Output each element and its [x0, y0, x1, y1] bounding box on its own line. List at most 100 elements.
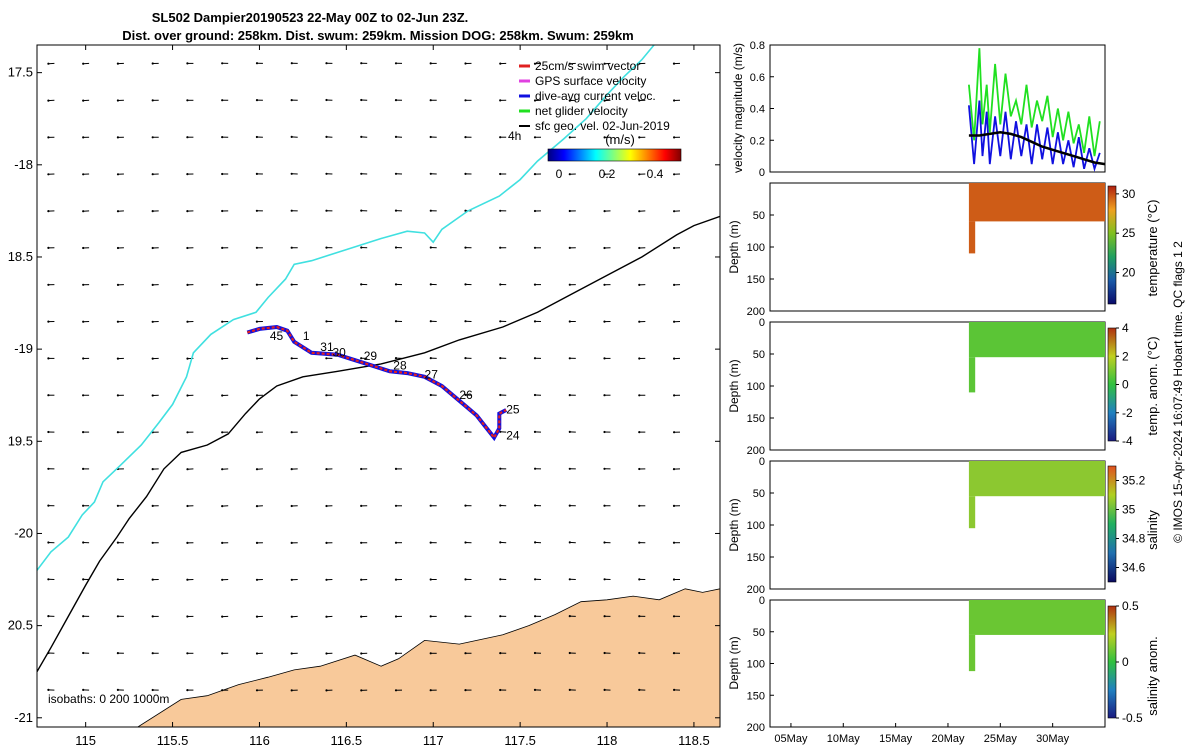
velocity-arrow-head [499, 504, 502, 507]
depth-ytick-label: 200 [747, 722, 765, 734]
map-x-axis: 115 115.5 116 116.5 117 117.5 118 118.5 [75, 45, 710, 748]
velocity-arrow-head [47, 688, 50, 692]
velocity-arrow-head [429, 99, 432, 102]
colorbar-tick-label: 34.8 [1122, 532, 1146, 546]
colorbar-tick-0: 0 [556, 167, 563, 181]
colorbar-tick-label: 34.6 [1122, 561, 1146, 575]
velocity-arrow-head [116, 688, 119, 692]
velocity-arrow-head [533, 283, 537, 286]
velocity-arrow-head [673, 246, 676, 250]
velocity-arrow-head [603, 688, 606, 692]
velocity-arrow-head [290, 431, 293, 434]
velocity-arrow-head [394, 393, 398, 397]
velocity-arrow-head [360, 394, 363, 397]
velocity-arrow-head [325, 394, 328, 397]
velocity-arrow-head [360, 541, 363, 544]
temp-anom-deep-column [968, 357, 976, 393]
velocity-arrow-head [255, 615, 259, 618]
velocity-arrow-head [255, 357, 259, 360]
velocity-arrow-head [533, 430, 537, 433]
velocity-arrow-head [464, 652, 467, 655]
track-label-6: 27 [425, 368, 439, 382]
velocity-arrow-head [255, 578, 259, 581]
depth-ytick-label: 100 [747, 659, 765, 671]
colorbar-corner-label: 4h [508, 129, 521, 143]
map-xtick-label: 116 [249, 733, 270, 748]
velocity-arrow-head [429, 393, 432, 397]
velocity-arrow-head [325, 98, 328, 102]
map-legend: 25cm/s swim vector GPS surface velocity … [519, 59, 670, 133]
velocity-ytick-label: 0.6 [750, 72, 765, 84]
surface-velocity-field [47, 62, 681, 692]
velocity-arrow-head [325, 357, 328, 360]
depth-ytick-label: 50 [753, 349, 765, 361]
velocity-arrow-head [82, 99, 85, 102]
velocity-arrow-head [603, 173, 606, 176]
velocity-arrow-head [499, 393, 502, 397]
velocity-arrow-head [603, 357, 606, 360]
legend-label-dive-avg: dive-avg current veloc. [535, 89, 656, 103]
velocity-arrow-head [603, 99, 606, 102]
velocity-arrow-head [360, 209, 363, 212]
velocity-arrow-head [186, 320, 189, 323]
colorbar-tick-2: 0.4 [647, 167, 664, 181]
velocity-arrow-head [603, 578, 606, 581]
velocity-arrow-head [47, 99, 50, 102]
velocity-arrow-head [290, 652, 293, 655]
salinity-colorbar-ticks: 34.6 34.8 35 35.2 [1116, 474, 1146, 575]
velocity-arrow-head [534, 578, 537, 581]
colorbar-gradient [547, 148, 682, 162]
velocity-arrow-head [568, 136, 571, 139]
legend-label-swim: 25cm/s swim vector [535, 59, 640, 73]
velocity-panel: 0 0.2 0.4 0.6 0.8 velocity magnitude (m/s) [731, 40, 1106, 179]
velocity-arrow-head [290, 689, 293, 692]
velocity-arrow-head [290, 99, 293, 102]
velocity-arrow-head [255, 283, 258, 286]
depth-ytick-label: 0 [759, 317, 765, 329]
velocity-arrow-head [394, 209, 398, 212]
velocity-arrow-head [603, 394, 606, 397]
velocity-arrow-head [221, 357, 224, 360]
velocity-arrow-head [464, 578, 467, 581]
legend-label-net: net glider velocity [535, 104, 628, 118]
velocity-arrow-head [360, 62, 363, 65]
velocity-arrow-head [116, 173, 120, 176]
salinity-clabel: salinity [1145, 510, 1160, 550]
date-xtick-label: 10May [827, 733, 861, 745]
velocity-arrow-head [221, 320, 224, 323]
velocity-arrow-head [568, 651, 571, 655]
velocity-arrow-head [325, 689, 328, 692]
velocity-arrow-head [534, 615, 537, 618]
velocity-arrow-head [221, 136, 224, 139]
colorbar-tick-label: 30 [1122, 187, 1136, 201]
velocity-arrow-head [360, 172, 363, 175]
map-xtick-label: 117.5 [504, 733, 536, 748]
velocity-arrow-head [255, 62, 259, 65]
velocity-arrow-head [47, 320, 50, 323]
salinity-field [968, 461, 1105, 497]
track-label-2: 31 [320, 340, 334, 354]
velocity-arrow-head [255, 689, 259, 692]
depth-ytick-label: 200 [747, 584, 765, 596]
velocity-arrow-head [672, 541, 676, 544]
velocity-arrow-head [568, 173, 571, 176]
velocity-arrow-head [221, 394, 224, 397]
map-frame [36, 44, 721, 728]
velocity-arrow-head [672, 504, 676, 507]
velocity-arrow-head [221, 283, 224, 286]
velocity-arrow-head [255, 468, 259, 471]
velocity-arrow-head [255, 246, 258, 249]
velocity-arrow-head [47, 467, 50, 470]
salinity-y-axis: 0 50 100 150 200 [747, 456, 774, 596]
land-area [137, 588, 720, 727]
velocity-arrow-head [464, 504, 467, 507]
velocity-arrow-head [325, 578, 328, 581]
velocity-arrow-head [394, 467, 398, 470]
depth-ytick-label: 50 [753, 488, 765, 500]
velocity-arrow-head [464, 357, 467, 360]
velocity-arrow-head [116, 541, 119, 544]
temperature-deep-column [968, 221, 976, 254]
velocity-arrow-head [325, 209, 328, 212]
salinity-anom-y-axis: 0 50 100 150 200 [747, 595, 774, 734]
salinity-anom-clabel: salinity anom. [1145, 636, 1160, 715]
